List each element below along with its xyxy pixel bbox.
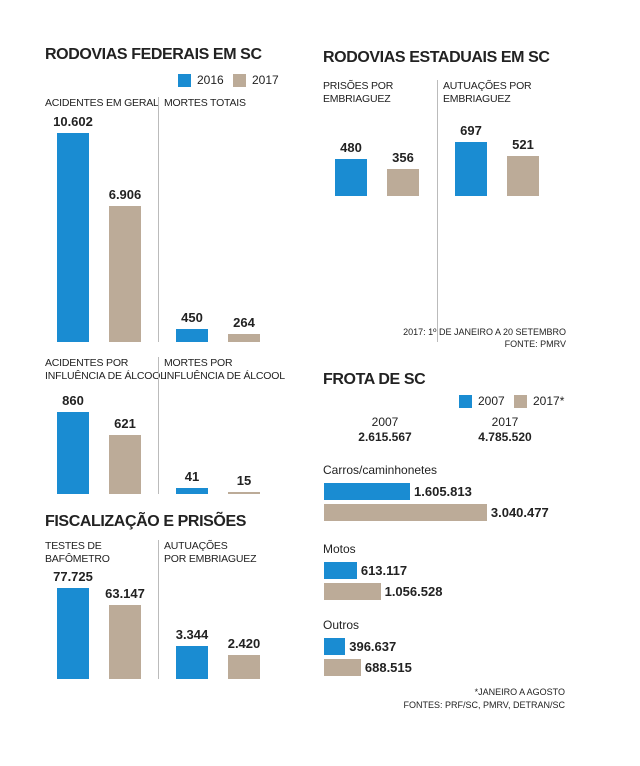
value-label: 2.420 <box>227 636 261 652</box>
total-year: 2007 <box>371 415 399 429</box>
value-label: 6.906 <box>108 186 142 202</box>
bar <box>57 587 89 679</box>
value-label: 450 <box>181 310 203 326</box>
bar <box>57 412 89 494</box>
bar <box>335 159 367 197</box>
value-label: 3.344 <box>175 626 209 642</box>
bar <box>109 205 141 342</box>
legend-label: 2017* <box>533 394 565 408</box>
note: FONTE: PMRV <box>504 339 566 349</box>
value-label: 41 <box>184 468 200 484</box>
bar <box>387 168 419 197</box>
value-label: 77.725 <box>53 568 93 584</box>
panel-label: AUTUAÇÕES POR EMBRIAGUEZ <box>164 540 257 565</box>
group-label: Carros/caminhonetes <box>323 463 438 477</box>
bar <box>324 483 411 500</box>
value-label: 860 <box>62 393 84 409</box>
panel-label: PRISÕES POR EMBRIAGUEZ <box>323 80 394 105</box>
divider <box>437 80 438 342</box>
section-title: FROTA DE SC <box>323 371 426 388</box>
panel-label: MORTES POR INFLUÊNCIA DE ÁLCOOL <box>164 357 285 382</box>
bar <box>228 655 260 679</box>
bar <box>176 329 208 342</box>
note: *JANEIRO A AGOSTO <box>474 687 565 697</box>
bar <box>228 334 260 342</box>
bar <box>507 155 539 197</box>
panel-label: ACIDENTES EM GERAL <box>45 97 159 109</box>
section-title: FISCALIZAÇÃO E PRISÕES <box>45 513 246 530</box>
divider <box>158 357 159 494</box>
panel-label: ACIDENTES POR INFLUÊNCIA DE ÁLCOOL <box>45 357 166 382</box>
value-label: 621 <box>114 415 136 431</box>
bar <box>324 638 346 655</box>
value-label: 15 <box>236 472 252 488</box>
legend-swatch <box>178 74 191 87</box>
legend-label: 2007 <box>478 394 505 408</box>
value-label: 1.056.528 <box>384 584 443 599</box>
value-label: 10.602 <box>53 113 93 129</box>
value-label: 521 <box>512 136 534 152</box>
legend-label: 2017 <box>252 73 279 87</box>
value-label: 480 <box>340 140 362 156</box>
legend-label: 2016 <box>197 73 224 87</box>
value-label: 3.040.477 <box>490 505 549 520</box>
value-label: 356 <box>392 149 414 165</box>
bar <box>109 434 141 494</box>
group-label: Outros <box>323 618 360 632</box>
bar <box>324 583 381 600</box>
panel-label: MORTES TOTAIS <box>164 97 246 109</box>
legend-swatch <box>459 395 472 408</box>
panel-label: TESTES DE BAFÔMETRO <box>45 540 110 565</box>
value-label: 697 <box>460 123 482 139</box>
value-label: 264 <box>233 315 255 331</box>
group-label: Motos <box>323 542 356 556</box>
value-label: 688.515 <box>364 660 412 675</box>
value-label: 63.147 <box>105 586 145 602</box>
bar <box>109 605 141 679</box>
divider <box>158 540 159 679</box>
bar <box>324 504 487 521</box>
legend-swatch <box>514 395 527 408</box>
value-label: 396.637 <box>349 639 397 654</box>
section-title: RODOVIAS ESTADUAIS EM SC <box>323 49 550 66</box>
bar <box>455 142 487 197</box>
note: 2017: 1º DE JANEIRO A 20 SETEMBRO <box>403 327 566 337</box>
note: FONTES: PRF/SC, PMRV, DETRAN/SC <box>403 700 565 710</box>
panel-label: AUTUAÇÕES POR EMBRIAGUEZ <box>443 80 532 105</box>
bar <box>57 132 89 342</box>
bar <box>228 491 260 494</box>
bar <box>324 659 361 676</box>
value-label: 1.605.813 <box>414 484 472 499</box>
total-value: 4.785.520 <box>478 430 532 444</box>
total-value: 2.615.567 <box>358 430 412 444</box>
divider <box>158 97 159 342</box>
section-title: RODOVIAS FEDERAIS EM SC <box>45 46 262 63</box>
total-year: 2017 <box>491 415 519 429</box>
bar <box>176 487 208 494</box>
bar <box>176 645 208 679</box>
value-label: 613.117 <box>360 563 408 578</box>
bar <box>324 562 357 579</box>
legend-swatch <box>233 74 246 87</box>
